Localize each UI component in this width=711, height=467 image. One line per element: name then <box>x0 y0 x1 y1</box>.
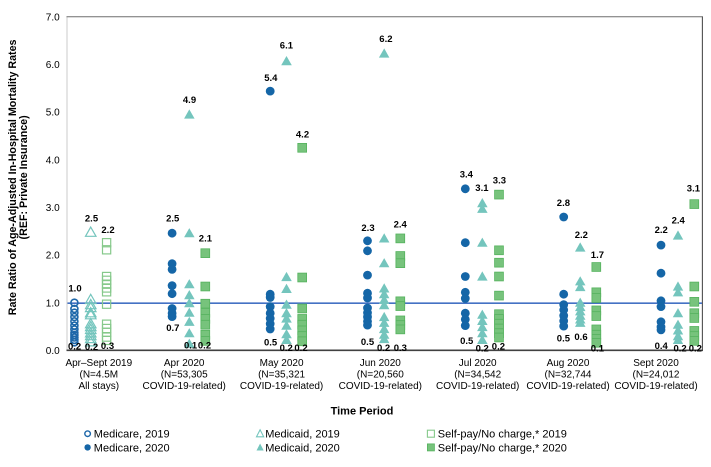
svg-text:2.5: 2.5 <box>85 214 99 225</box>
svg-text:0.3: 0.3 <box>394 343 407 354</box>
svg-text:May 2020: May 2020 <box>260 358 304 369</box>
svg-text:2.0: 2.0 <box>46 251 60 262</box>
svg-text:4.0: 4.0 <box>46 155 60 166</box>
svg-text:Self-pay/No charge,* 2019: Self-pay/No charge,* 2019 <box>438 429 567 441</box>
svg-text:0.5: 0.5 <box>557 334 571 345</box>
svg-text:COVID-19-related): COVID-19-related) <box>143 381 226 392</box>
svg-text:COVID-19-related): COVID-19-related) <box>614 381 697 392</box>
svg-text:3.0: 3.0 <box>46 203 60 214</box>
svg-text:Jul 2020: Jul 2020 <box>459 358 497 369</box>
svg-text:1.0: 1.0 <box>68 283 81 294</box>
svg-text:0.2: 0.2 <box>492 342 505 353</box>
svg-text:0.3: 0.3 <box>101 341 114 352</box>
svg-text:COVID-19-related): COVID-19-related) <box>339 381 422 392</box>
svg-text:6.0: 6.0 <box>46 60 60 71</box>
svg-text:2.2: 2.2 <box>101 225 114 236</box>
svg-text:1.0: 1.0 <box>46 298 60 309</box>
svg-text:COVID-19-related): COVID-19-related) <box>436 381 519 392</box>
svg-text:Aug 2020: Aug 2020 <box>547 358 590 369</box>
svg-text:Jun 2020: Jun 2020 <box>360 358 402 369</box>
svg-text:0.2: 0.2 <box>198 341 211 352</box>
svg-text:3.1: 3.1 <box>475 183 489 194</box>
svg-text:0.1: 0.1 <box>184 341 198 352</box>
svg-text:Sept 2020: Sept 2020 <box>633 358 679 369</box>
svg-text:2.1: 2.1 <box>199 234 213 245</box>
svg-text:0.7: 0.7 <box>166 323 179 334</box>
svg-text:0.0: 0.0 <box>46 346 60 357</box>
svg-text:(N=20,560: (N=20,560 <box>357 370 404 381</box>
svg-text:0.5: 0.5 <box>460 336 474 347</box>
svg-text:(N=35,321: (N=35,321 <box>258 370 305 381</box>
svg-text:COVID-19-related): COVID-19-related) <box>526 381 609 392</box>
svg-text:Apr–Sept 2019: Apr–Sept 2019 <box>65 358 132 369</box>
svg-text:(N=53,305: (N=53,305 <box>161 370 208 381</box>
svg-text:6.2: 6.2 <box>379 34 392 45</box>
svg-text:0.5: 0.5 <box>264 338 278 349</box>
svg-text:3.4: 3.4 <box>460 170 474 181</box>
svg-text:Medicare, 2019: Medicare, 2019 <box>94 429 170 441</box>
svg-text:Medicaid, 2019: Medicaid, 2019 <box>265 429 340 441</box>
svg-text:5.4: 5.4 <box>264 73 278 84</box>
svg-text:2.4: 2.4 <box>394 220 408 231</box>
svg-text:Medicaid, 2020: Medicaid, 2020 <box>265 442 340 454</box>
svg-text:2.2: 2.2 <box>655 225 668 236</box>
svg-text:7.0: 7.0 <box>46 12 60 23</box>
svg-text:All stays): All stays) <box>79 381 120 392</box>
svg-text:4.2: 4.2 <box>296 130 309 141</box>
svg-text:Medicare, 2020: Medicare, 2020 <box>94 442 170 454</box>
svg-text:0.2: 0.2 <box>85 342 98 353</box>
svg-text:4.9: 4.9 <box>183 95 196 106</box>
svg-text:0.2: 0.2 <box>377 343 390 354</box>
svg-text:1.7: 1.7 <box>591 250 604 261</box>
svg-text:(N=4.5M: (N=4.5M <box>79 370 118 381</box>
svg-text:0.2: 0.2 <box>673 344 686 355</box>
svg-text:2.2: 2.2 <box>575 230 588 241</box>
svg-text:0.2: 0.2 <box>476 344 489 355</box>
svg-text:(N=32,744: (N=32,744 <box>545 370 592 381</box>
svg-text:Rate Ratio of Age-Adjusted In-: Rate Ratio of Age-Adjusted In-Hospital M… <box>7 39 19 315</box>
svg-text:0.2: 0.2 <box>294 343 307 354</box>
svg-text:(N=34,542: (N=34,542 <box>454 370 501 381</box>
svg-text:Self-pay/No charge,* 2020: Self-pay/No charge,* 2020 <box>438 442 567 454</box>
svg-text:0.2: 0.2 <box>689 344 702 355</box>
svg-text:0.5: 0.5 <box>361 337 375 348</box>
svg-text:6.1: 6.1 <box>280 41 294 52</box>
svg-text:5.0: 5.0 <box>46 108 60 119</box>
svg-text:2.8: 2.8 <box>557 198 570 209</box>
svg-text:0.2: 0.2 <box>280 343 293 354</box>
svg-text:0.4: 0.4 <box>655 341 669 352</box>
svg-text:2.4: 2.4 <box>672 216 686 227</box>
svg-text:0.6: 0.6 <box>574 332 587 343</box>
svg-text:Time Period: Time Period <box>331 405 394 417</box>
svg-text:3.3: 3.3 <box>493 175 506 186</box>
svg-text:0.2: 0.2 <box>68 342 81 353</box>
svg-text:2.3: 2.3 <box>361 223 374 234</box>
svg-text:COVID-19-related): COVID-19-related) <box>240 381 323 392</box>
svg-text:3.1: 3.1 <box>687 183 701 194</box>
svg-text:(N=24,012: (N=24,012 <box>633 370 680 381</box>
svg-text:2.5: 2.5 <box>166 214 180 225</box>
svg-text:(REF: Private Insurance): (REF: Private Insurance) <box>18 115 30 240</box>
svg-text:Apr 2020: Apr 2020 <box>164 358 205 369</box>
svg-text:0.1: 0.1 <box>591 344 605 355</box>
